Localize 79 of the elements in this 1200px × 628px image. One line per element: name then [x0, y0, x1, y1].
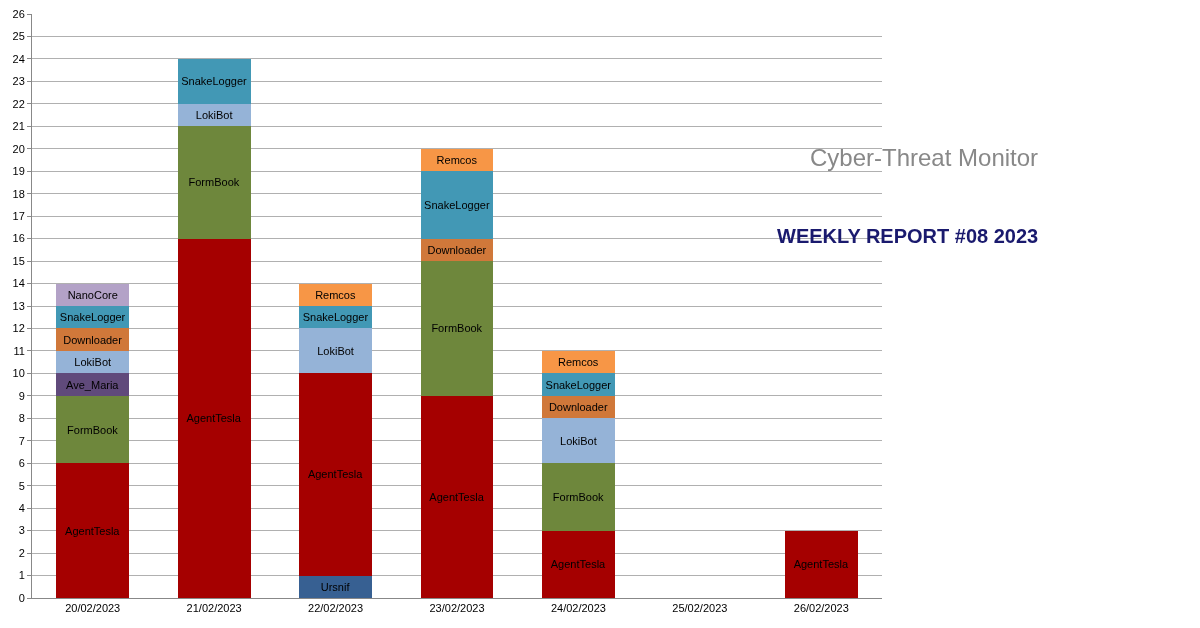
- y-tick-label: 26: [12, 7, 25, 20]
- text: SnakeLogger: [302, 311, 369, 324]
- y-tick-label: 20: [12, 142, 25, 155]
- x-tick-label: 22/02/2023: [308, 602, 364, 615]
- series-label: Ursnif: [320, 580, 351, 593]
- y-tick-label: 7: [18, 434, 25, 447]
- text: FormBook: [188, 176, 240, 189]
- bar: [299, 575, 372, 598]
- x-tick-label: 21/02/2023: [186, 602, 242, 615]
- y-tick-label: 19: [12, 165, 25, 178]
- text: SnakeLogger: [181, 75, 247, 88]
- series-label: Remcos: [315, 288, 356, 301]
- x-tick-label: 20/02/2023: [65, 602, 121, 615]
- y-tick-label: 1: [18, 569, 25, 582]
- y-tick-label: 24: [12, 52, 25, 65]
- y-tick-label: 4: [18, 502, 25, 514]
- y-tick-label: 17: [12, 210, 25, 222]
- text: AgentTesla: [550, 558, 606, 571]
- text: AgentTesla: [429, 490, 484, 503]
- bar: [542, 530, 615, 598]
- text: Remcos: [558, 356, 599, 369]
- text: FormBook: [67, 423, 118, 436]
- y-tick-label: 5: [18, 479, 25, 492]
- bar: [299, 373, 372, 576]
- y-tick-label: 25: [12, 30, 25, 43]
- y-tick-label: 3: [18, 524, 25, 537]
- x-tick-label: 23/02/2023: [429, 602, 485, 615]
- y-tick-label: 10: [12, 367, 25, 380]
- bar: [56, 395, 130, 464]
- bar: [56, 463, 130, 598]
- text: AgentTesla: [186, 412, 241, 425]
- text: FormBook: [431, 322, 483, 335]
- text: Downloader: [63, 333, 122, 346]
- text: LokiBot: [317, 344, 354, 357]
- text: LokiBot: [195, 109, 233, 122]
- y-tick-label: 0: [18, 591, 25, 604]
- bar: [542, 463, 615, 531]
- series-label: FormBook: [552, 490, 605, 503]
- y-tick-label: 8: [18, 412, 25, 425]
- bar: [542, 418, 615, 464]
- x-tick-label: 26/02/2023: [793, 602, 849, 615]
- bar: [420, 261, 494, 396]
- bar: [299, 328, 372, 374]
- text: Remcos: [436, 154, 477, 166]
- y-tick-label: 6: [18, 457, 25, 470]
- bar: [784, 530, 858, 598]
- text: AgentTesla: [65, 524, 120, 537]
- x-tick-label: 24/02/2023: [550, 602, 606, 615]
- text: Cyber-Threat Monitor: [810, 144, 1039, 171]
- y-tick-label: 22: [12, 97, 25, 110]
- series-label: LokiBot: [74, 356, 112, 369]
- bar: [177, 126, 251, 239]
- series-label: Downloader: [548, 401, 608, 414]
- text: AgentTesla: [307, 468, 363, 481]
- series-label: SnakeLogger: [545, 378, 612, 391]
- x-tick-label: 25/02/2023: [672, 602, 728, 615]
- y-tick-label: 18: [12, 187, 25, 200]
- series-label: NanoCore: [67, 288, 118, 301]
- text: SnakeLogger: [424, 198, 490, 211]
- text: Downloader: [427, 243, 487, 256]
- y-tick-label: 15: [12, 254, 25, 267]
- y-tick-label: 9: [18, 389, 25, 402]
- y-tick-label: 11: [13, 344, 25, 357]
- series-label: Ave_Maria: [66, 378, 120, 391]
- text: SnakeLogger: [59, 311, 126, 324]
- y-tick-label: 2: [18, 546, 25, 559]
- y-tick-label: 13: [12, 299, 25, 312]
- text: LokiBot: [560, 434, 597, 447]
- y-tick-label: 23: [12, 75, 25, 88]
- bar: [177, 238, 251, 598]
- bar: [420, 171, 494, 239]
- bar: [177, 58, 251, 104]
- series-label: AgentTesla: [793, 558, 849, 571]
- y-tick-label: 14: [12, 277, 25, 290]
- text: WEEKLY REPORT #08 2023: [777, 225, 1039, 247]
- y-tick-label: 16: [12, 232, 25, 245]
- y-tick-label: 21: [12, 120, 25, 133]
- y-tick-label: 12: [12, 322, 25, 335]
- bar: [420, 395, 494, 598]
